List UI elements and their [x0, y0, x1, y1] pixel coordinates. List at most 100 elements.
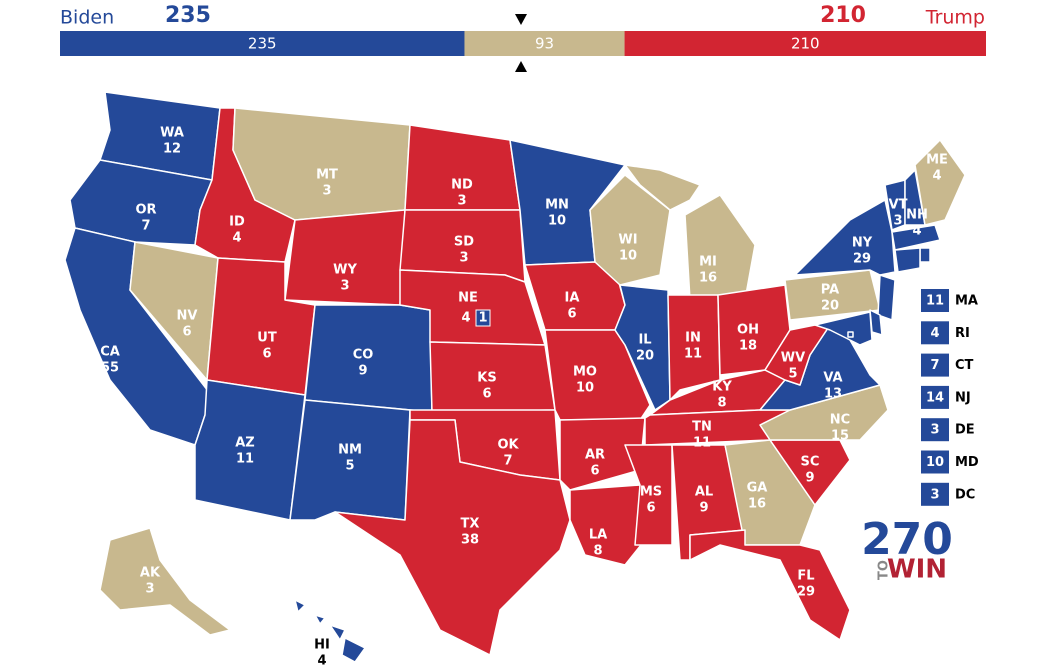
state-shape — [589, 174, 671, 286]
state-ev: 10 — [576, 381, 594, 396]
state-ev: 3 — [340, 279, 349, 294]
state-ev: 10 — [548, 214, 566, 229]
state-ev: 6 — [182, 325, 191, 340]
district-box — [475, 309, 491, 327]
state-ev: 11 — [236, 452, 254, 467]
state-shape — [569, 484, 646, 566]
small-state-ev: 4 — [930, 326, 939, 341]
state-abbr: KS — [477, 371, 496, 386]
state-ev: 9 — [699, 501, 708, 516]
left-total: 235 — [165, 3, 211, 28]
state-shape — [334, 419, 571, 656]
left-candidate: Biden — [60, 7, 114, 29]
state-abbr: GA — [747, 481, 768, 496]
state-abbr: NH — [906, 208, 928, 223]
state-abbr: NE — [458, 291, 478, 306]
state-abbr: ME — [926, 153, 948, 168]
state-abbr: OH — [737, 323, 759, 338]
small-state-box — [921, 289, 949, 312]
state-shape — [294, 599, 306, 613]
state-abbr: LA — [589, 528, 607, 543]
state-shape — [624, 164, 701, 211]
state-shape — [877, 274, 896, 321]
state-ev: 18 — [739, 339, 757, 354]
state-abbr: TX — [461, 517, 480, 532]
bar-segment — [60, 31, 465, 56]
state-ev: 6 — [646, 501, 655, 516]
small-state-ev: 3 — [930, 423, 939, 438]
state-shape — [194, 379, 306, 521]
state-ev: 3 — [322, 184, 331, 199]
state-shape — [684, 194, 756, 301]
state-abbr: MO — [573, 365, 597, 380]
state-ev: 20 — [636, 349, 654, 364]
state-ev: 11 — [693, 436, 711, 451]
small-state-ev: 11 — [926, 294, 944, 309]
state-abbr: IN — [685, 331, 701, 346]
logo: 270 TO WIN — [861, 514, 953, 585]
state-abbr: WV — [781, 351, 805, 366]
district-ev: 1 — [478, 311, 487, 326]
state-abbr: KY — [712, 380, 732, 395]
state-shape — [667, 294, 721, 401]
state-ev: 10 — [619, 249, 637, 264]
state-abbr: NC — [830, 413, 850, 428]
logo-number: 270 — [861, 514, 953, 565]
state-abbr: PA — [821, 283, 839, 298]
state-abbr: NV — [177, 309, 198, 324]
tally-bar: 235 93 210 — [60, 31, 986, 56]
state-shape — [919, 247, 931, 263]
state-abbr: IL — [638, 333, 651, 348]
state-abbr: MI — [699, 255, 717, 270]
bar-segment — [464, 31, 625, 56]
state-shape — [894, 247, 921, 273]
midpoint-arrow-down — [515, 14, 527, 25]
state-ev: 29 — [853, 252, 871, 267]
state-abbr: WA — [160, 126, 184, 141]
small-state-box — [921, 450, 949, 474]
state-ev: 13 — [824, 387, 842, 402]
state-ev: 7 — [141, 219, 150, 234]
small-state-abbr: MA — [955, 294, 978, 309]
state-abbr: WI — [618, 233, 637, 248]
state-ev: 29 — [797, 585, 815, 600]
state-shape — [689, 529, 851, 641]
state-ev: 6 — [262, 347, 271, 362]
state-ev: 3 — [459, 251, 468, 266]
state-abbr: UT — [257, 331, 277, 346]
state-shape — [559, 417, 646, 491]
state-ev: 8 — [593, 544, 602, 559]
state-abbr: AK — [140, 566, 161, 581]
state-abbr: NY — [852, 236, 873, 251]
right-candidate: Trump — [925, 7, 985, 29]
state-abbr: MS — [640, 485, 662, 500]
small-state-abbr: RI — [955, 326, 970, 341]
small-state-box — [921, 418, 949, 442]
logo-win: WIN — [887, 555, 947, 585]
state-ev: 38 — [461, 533, 479, 548]
state-shape — [99, 527, 231, 636]
state-abbr: ND — [451, 178, 473, 193]
small-state-abbr: CT — [955, 358, 974, 373]
state-ev: 4 — [461, 311, 470, 326]
state-ev: 55 — [101, 361, 119, 376]
bar-segment-label: 235 — [248, 35, 277, 53]
state-abbr: MN — [545, 198, 569, 213]
state-abbr: IA — [565, 291, 580, 306]
state-ev: 11 — [684, 347, 702, 362]
small-state-ev: 7 — [930, 358, 939, 373]
state-ev: 6 — [567, 307, 576, 322]
state-abbr: VT — [889, 198, 908, 213]
state-abbr: SD — [454, 235, 474, 250]
state-ev: 15 — [831, 429, 849, 444]
state-ev: 4 — [932, 169, 941, 184]
state-abbr: VA — [823, 371, 842, 386]
small-state-ev: 3 — [930, 487, 939, 502]
state-ev: 6 — [590, 464, 599, 479]
small-state-box — [921, 482, 949, 506]
state-shape — [329, 624, 346, 641]
state-abbr: WY — [333, 263, 357, 278]
state-shape — [847, 331, 854, 338]
